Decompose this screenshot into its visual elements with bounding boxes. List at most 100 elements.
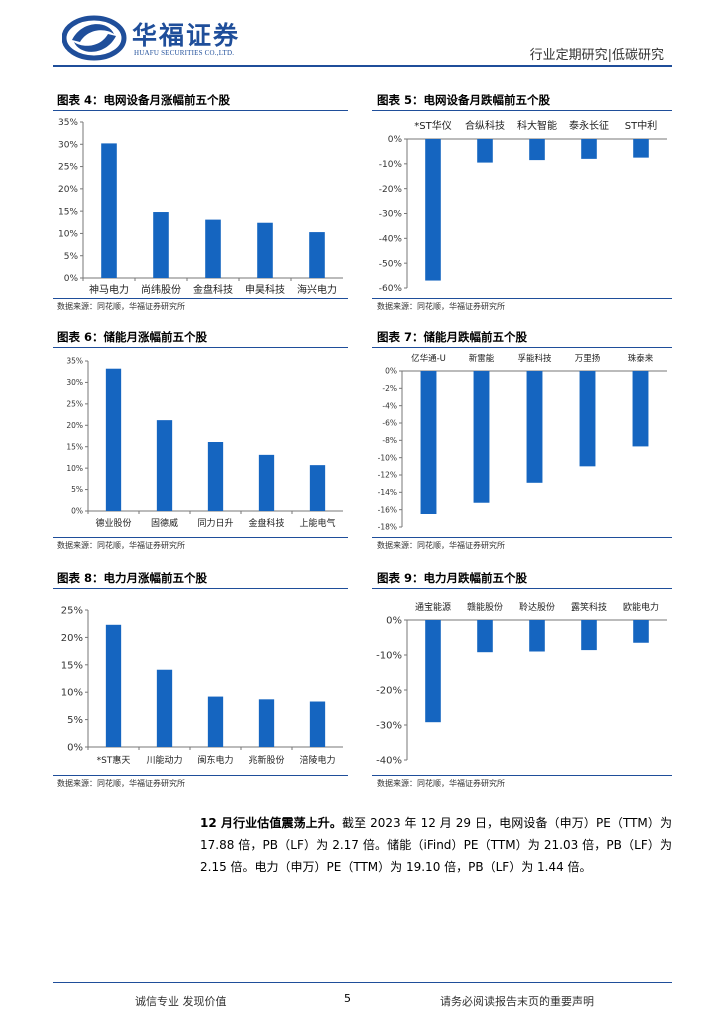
y-tick-label: -16% [378, 505, 397, 514]
figure-6-title: 图表 6：储能月涨幅前五个股 [57, 330, 208, 344]
figure-6-source: 数据来源：同花顺，华福证券研究所 [57, 541, 185, 550]
category-label: 固德威 [151, 517, 178, 529]
y-tick-label: 20% [66, 421, 83, 430]
bar [309, 232, 325, 278]
category-label: 申昊科技 [245, 283, 285, 296]
page-number: 5 [344, 992, 351, 1005]
category-label: 涪陵电力 [299, 754, 335, 766]
category-label: 德业股份 [95, 517, 131, 529]
y-tick-label: 0% [71, 507, 83, 516]
figure-4-title: 图表 4：电网设备月涨幅前五个股 [57, 93, 231, 107]
category-label: 闽东电力 [197, 754, 233, 766]
figure-9-source: 数据来源：同花顺，华福证券研究所 [377, 779, 505, 788]
figure-7-bottom-rule [372, 537, 672, 538]
bar [425, 139, 441, 281]
category-label: 通宝能源 [415, 601, 451, 613]
y-tick-label: -20% [379, 185, 403, 195]
y-tick-label: 30% [66, 378, 83, 387]
figure-5-top-rule [372, 110, 672, 111]
y-tick-label: -10% [378, 453, 397, 462]
bar [258, 454, 275, 511]
bar [156, 420, 173, 511]
category-label: 亿华通-U [411, 353, 446, 364]
y-tick-label: -10% [376, 651, 402, 662]
footer-slogan: 诚信专业 发现价值 [135, 995, 227, 1008]
bar [529, 139, 545, 161]
figure-7-title: 图表 7：储能月跌幅前五个股 [377, 330, 528, 344]
figure-9-title: 图表 9：电力月跌幅前五个股 [377, 571, 528, 585]
category-label: 聆达股份 [519, 601, 555, 613]
bar [258, 699, 275, 747]
category-label: 欧能电力 [623, 601, 659, 613]
category-label: 新雷能 [469, 353, 495, 364]
y-tick-label: -30% [379, 210, 403, 220]
bar [633, 620, 649, 643]
y-tick-label: 10% [66, 464, 83, 473]
bar [632, 371, 649, 447]
valuation-paragraph: 12 月行业估值震荡上升。截至 2023 年 12 月 29 日，电网设备（申万… [200, 812, 672, 878]
bar [579, 371, 596, 467]
logo-chinese-name: 华福证券 [132, 21, 241, 50]
category-label: 赣能股份 [467, 601, 503, 613]
category-label: 海兴电力 [297, 283, 337, 296]
footer-disclaimer: 请务必阅读报告末页的重要声明 [440, 995, 594, 1008]
y-tick-label: -40% [376, 756, 402, 767]
figure-5-bottom-rule [372, 298, 672, 299]
category-label: 泰永长征 [569, 119, 609, 132]
figure-8-top-rule [53, 588, 348, 589]
category-label: 孚能科技 [517, 353, 552, 364]
bar [529, 620, 545, 652]
category-label: 露笑科技 [571, 601, 607, 613]
bar [425, 620, 441, 723]
figure-8-chart: 0% 5% 10% 15% 20% 25% *ST惠天 川能动力 闽东电力 兆新股份 涪陵电力 [61, 606, 343, 766]
bar [153, 212, 169, 278]
figure-5-title: 图表 5：电网设备月跌幅前五个股 [377, 93, 551, 107]
category-label: 尚纬股份 [141, 283, 181, 296]
bar [526, 371, 543, 483]
bar [477, 139, 493, 163]
y-tick-label: -18% [378, 523, 397, 532]
bar [473, 371, 490, 503]
category-label: 金盘科技 [248, 517, 284, 529]
figure-6-bottom-rule [53, 537, 348, 538]
bar [477, 620, 493, 653]
category-label: 兆新股份 [248, 754, 284, 766]
y-tick-label: 15% [58, 207, 78, 217]
category-label: 合纵科技 [465, 119, 505, 132]
figure-9-chart: 0% -10% -20% -30% -40% 通宝能源 赣能股份 聆达股份 露笑科技 欧能电力 [376, 601, 667, 767]
y-tick-label: -40% [379, 234, 403, 244]
y-tick-label: 5% [71, 485, 83, 494]
figure-7-chart: 0% -2% -4% -6% -8% -10% -12% -14% -16% -18% 亿华通-U 新… [378, 353, 667, 532]
category-label: 万里扬 [575, 353, 601, 364]
y-tick-label: 15% [61, 660, 83, 671]
figure-7-source: 数据来源：同花顺，华福证券研究所 [377, 541, 505, 550]
y-tick-label: -14% [378, 488, 397, 497]
y-tick-label: 15% [66, 442, 83, 451]
paragraph-body: 截至 2023 年 12 月 29 日，电网设备（申万）PE（TTM）为 17.… [200, 816, 672, 874]
y-tick-label: -50% [379, 259, 403, 269]
y-tick-label: 25% [66, 399, 83, 408]
y-tick-label: 35% [66, 357, 83, 366]
bar [257, 222, 273, 278]
y-tick-label: 20% [58, 185, 78, 195]
y-tick-label: 5% [64, 252, 79, 262]
y-tick-label: 0% [388, 135, 403, 145]
category-label: 川能动力 [146, 754, 182, 766]
y-tick-label: -60% [379, 284, 403, 294]
y-tick-label: -10% [379, 160, 403, 170]
y-tick-label: 10% [58, 230, 78, 240]
y-tick-label: -20% [376, 686, 402, 697]
bar [207, 442, 224, 511]
paragraph-lead: 12 月行业估值震荡上升。 [200, 816, 342, 830]
bar [581, 139, 597, 159]
y-tick-label: 0% [385, 367, 397, 376]
y-tick-label: 0% [386, 616, 402, 627]
y-tick-label: 25% [58, 163, 78, 173]
figure-6-chart: 0% 5% 10% 15% 20% 25% 30% 35% 德业股份 固德威 同力日升 金盘科技 上能电… [66, 357, 343, 529]
figure-4-chart: 0% 5% 10% 15% 20% 25% 30% 35% 神马电力 尚纬股份 金盘科技 申昊科技 海兴… [58, 118, 343, 296]
category-label: ST中利 [625, 119, 657, 132]
bar [205, 219, 221, 278]
category-label: 科大智能 [517, 119, 557, 132]
bar [105, 368, 122, 511]
logo-swirl-icon [61, 15, 127, 61]
